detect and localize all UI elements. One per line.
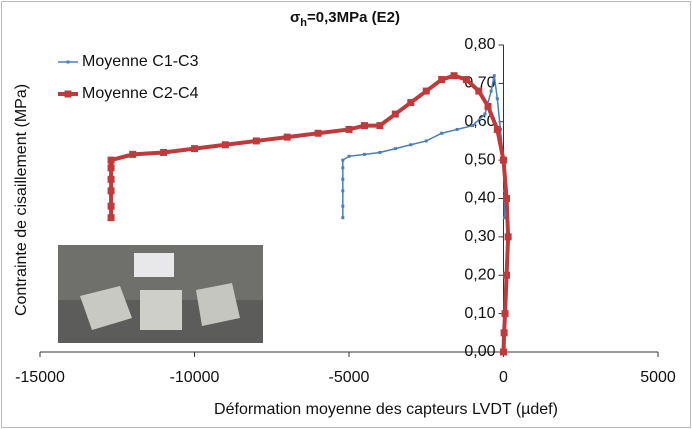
data-point [503,271,511,279]
photo-specimen [196,283,240,326]
title-part: σ [290,9,300,26]
data-point [492,74,496,78]
legend: Moyenne C1-C3 Moyenne C2-C4 [58,53,199,102]
data-point [393,147,397,151]
data-point [391,110,399,118]
legend-label: Moyenne C1-C3 [82,53,199,70]
series [107,72,512,356]
x-axis-label: Déformation moyenne des capteurs LVDT (µ… [214,401,558,418]
x-tick-label: 0 [499,369,508,386]
y-tick-label: 0,40 [464,190,495,207]
data-point [341,177,345,181]
data-point [341,204,345,208]
y-tick-label: 0,20 [464,266,495,283]
data-point [360,122,368,130]
y-tick-label: 0,50 [464,151,495,168]
data-point [107,214,115,222]
data-point [221,141,229,149]
chart-title: σh=0,3MPa (E2) [290,9,400,29]
x-tick-label: 5000 [640,369,676,386]
data-point [345,125,353,133]
data-point [471,124,475,128]
data-point [501,310,509,318]
y-tick-label: 0,00 [464,343,495,360]
series-line [109,73,511,353]
data-point [500,329,508,337]
data-point [409,143,413,147]
data-point [495,97,499,101]
photo-inset [58,245,263,343]
title-part: h [300,17,307,29]
data-point [362,152,366,156]
data-point [450,72,458,80]
data-point [503,195,511,202]
legend-marker [66,60,70,64]
data-point [107,187,115,195]
data-point [493,125,501,133]
data-point [252,137,260,145]
photo-note [134,253,174,277]
data-point [314,129,322,137]
data-point [500,156,507,164]
data-point [376,122,384,130]
data-point [489,89,493,93]
photo-specimen [140,290,182,330]
data-point [341,189,345,193]
y-tick-label: 0,30 [464,228,495,245]
data-point [475,87,483,95]
data-point [129,150,137,158]
data-point [502,216,506,220]
data-point [500,348,507,356]
legend-marker [64,90,72,98]
y-axis-label: Contrainte de cisaillement (MPa) [13,84,30,316]
data-point [107,156,115,164]
data-point [283,133,291,141]
data-point [107,175,115,183]
data-point [407,99,415,107]
y-tick-label: 0,80 [464,36,495,53]
data-point [504,233,512,241]
title-part: =0,3MPa (E2) [307,9,400,26]
data-point [341,216,345,220]
data-point [191,145,198,153]
data-point [484,102,492,110]
data-point [462,76,470,84]
data-point [341,158,345,162]
y-tick-label: 0,10 [464,305,495,322]
data-point [455,127,459,131]
data-point [424,139,428,143]
data-point [107,202,115,210]
data-point [440,131,444,135]
data-point [483,112,487,116]
data-point [107,164,115,172]
data-point [378,150,382,154]
x-tick-label: -10000 [170,369,220,386]
data-point [341,166,345,170]
legend-label: Moyenne C2-C4 [82,85,199,102]
data-point [438,76,446,84]
x-tick-label: -5000 [329,369,370,386]
photo-specimen [80,286,132,330]
data-point [422,87,430,95]
data-point [160,148,168,156]
data-point [347,154,351,158]
x-tick-label: -15000 [15,369,65,386]
